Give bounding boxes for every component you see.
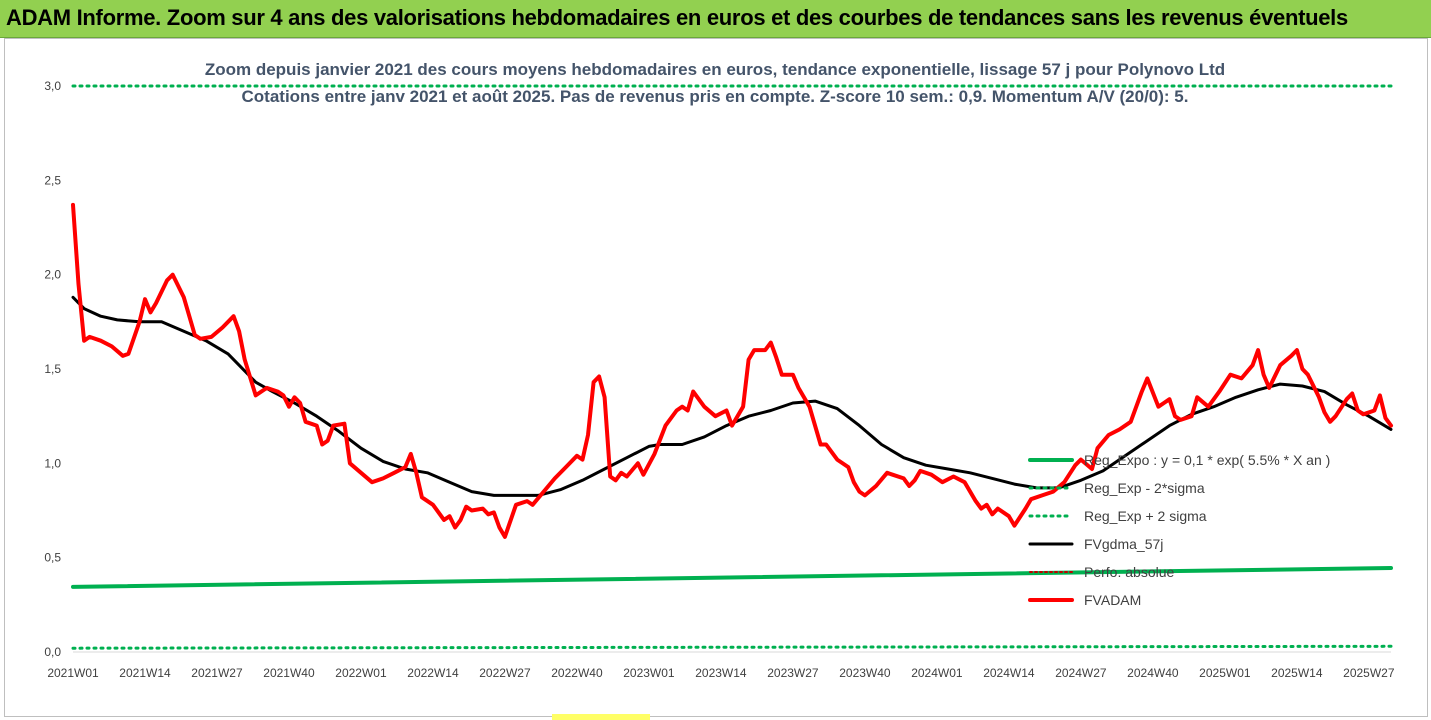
legend: Reg_Expo : y = 0,1 * exp( 5.5% * X an ) R… <box>1026 444 1391 618</box>
legend-entry: Perfo. absolue <box>1084 564 1174 580</box>
legend-box <box>1026 444 1391 618</box>
y-axis: 0,0 0,5 1,0 1,5 2,0 2,5 3,0 <box>44 79 61 659</box>
x-tick-label: 2024W14 <box>983 666 1035 680</box>
x-tick-label: 2022W40 <box>551 666 603 680</box>
y-tick-label: 1,5 <box>44 362 61 376</box>
legend-entry: Reg_Exp + 2 sigma <box>1084 508 1207 524</box>
x-tick-label: 2025W27 <box>1343 666 1395 680</box>
x-tick-label: 2022W27 <box>479 666 531 680</box>
x-tick-label: 2021W14 <box>119 666 171 680</box>
x-tick-label: 2022W01 <box>335 666 387 680</box>
legend-entry: FVgdma_57j <box>1084 536 1163 552</box>
report-banner: ADAM Informe. Zoom sur 4 ans des valoris… <box>0 0 1431 38</box>
legend-entry: FVADAM <box>1084 592 1141 608</box>
x-tick-label: 2022W14 <box>407 666 459 680</box>
reg-exp-minus-2sigma-line <box>71 644 1393 650</box>
x-tick-label: 2021W27 <box>191 666 243 680</box>
fvadam-line <box>71 202 1393 539</box>
valuation-chart: Zoom depuis janvier 2021 des cours moyen… <box>44 60 1395 680</box>
y-tick-label: 0,0 <box>44 645 61 659</box>
x-tick-label: 2023W01 <box>623 666 675 680</box>
x-tick-label: 2025W14 <box>1271 666 1323 680</box>
chart-frame: Zoom depuis janvier 2021 des cours moyen… <box>4 38 1428 717</box>
y-tick-label: 1,0 <box>44 456 61 470</box>
x-tick-label: 2024W40 <box>1127 666 1179 680</box>
y-tick-label: 3,0 <box>44 79 61 93</box>
x-tick-label: 2024W27 <box>1055 666 1107 680</box>
sheet-tab-marker <box>552 714 650 720</box>
x-tick-label: 2023W40 <box>839 666 891 680</box>
x-tick-label: 2021W40 <box>263 666 315 680</box>
y-tick-label: 2,5 <box>44 173 61 187</box>
y-tick-label: 0,5 <box>44 551 61 565</box>
reg-expo-line <box>71 566 1393 589</box>
report-banner-title: ADAM Informe. Zoom sur 4 ans des valoris… <box>6 5 1348 30</box>
x-tick-label: 2021W01 <box>47 666 99 680</box>
x-tick-label: 2023W27 <box>767 666 819 680</box>
series-layer <box>71 84 1393 650</box>
x-tick-label: 2023W14 <box>695 666 747 680</box>
y-tick-label: 2,0 <box>44 268 61 282</box>
x-tick-label: 2025W01 <box>1199 666 1251 680</box>
legend-entry: Reg_Exp - 2*sigma <box>1084 480 1205 496</box>
x-axis: 2021W01 2021W14 2021W27 2021W40 2022W01 2022W… <box>47 651 1395 680</box>
x-tick-label: 2024W01 <box>911 666 963 680</box>
chart-subtitle: Cotations entre janv 2021 et août 2025. … <box>242 87 1189 106</box>
legend-entry: Reg_Expo : y = 0,1 * exp( 5.5% * X an ) <box>1084 452 1330 468</box>
chart-title: Zoom depuis janvier 2021 des cours moyen… <box>205 60 1225 79</box>
